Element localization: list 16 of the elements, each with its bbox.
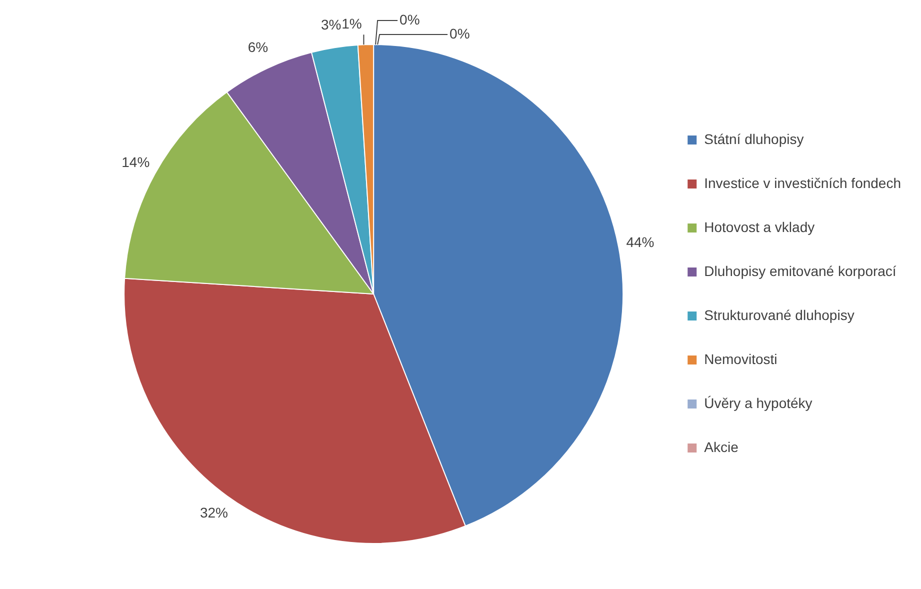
data-label: 6% — [248, 39, 268, 56]
data-label: 44% — [626, 234, 654, 250]
text: 0% — [400, 11, 420, 28]
legend-label: Strukturované dluhopisy — [704, 306, 854, 323]
data-label: 1% — [342, 15, 362, 32]
data-label: 3% — [320, 16, 342, 33]
text: 0% — [450, 25, 470, 42]
legend-label: Hotovost a vklady — [704, 218, 815, 235]
legend-label: Státní dluhopisy — [704, 130, 804, 147]
data-label: 32% — [200, 504, 228, 521]
data-label: 14% — [122, 154, 150, 170]
legend-label: Akcie — [704, 438, 739, 455]
legend-label: Úvěry a hypotéky — [704, 394, 812, 411]
legend-label: Dluhopisy emitované korporací — [704, 262, 896, 279]
legend-label: Investice v investičních fondech — [704, 174, 902, 191]
legend-label: Nemovitosti — [704, 350, 778, 367]
